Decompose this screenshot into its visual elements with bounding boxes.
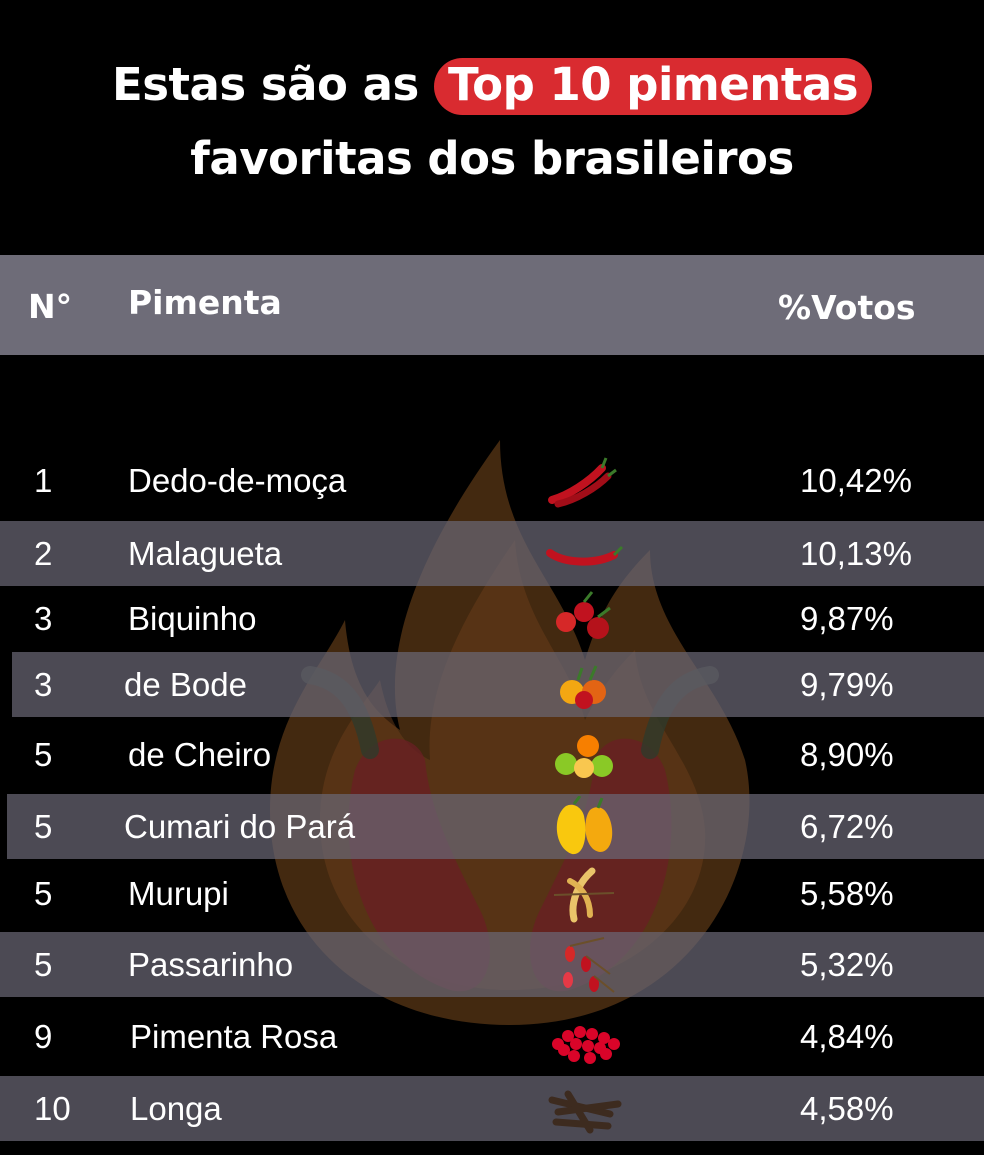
rank-cell: 5: [34, 946, 53, 983]
table-row: 3 de Bode 9,79%: [12, 652, 984, 717]
murupi-pepper-icon: [553, 867, 615, 923]
table-row: 10 Longa 4,58%: [0, 1076, 984, 1141]
pepper-name-cell: de Cheiro: [128, 736, 272, 773]
title-line-2: favoritas dos brasileiros: [190, 132, 794, 185]
rank-cell: 2: [34, 535, 53, 572]
column-header-rank: N°: [28, 287, 73, 326]
votes-cell: 6,72%: [800, 808, 894, 845]
rank-cell: 9: [34, 1018, 53, 1055]
rank-cell: 3: [34, 600, 53, 637]
votes-cell: 9,79%: [800, 666, 894, 703]
pepper-name-cell: Longa: [130, 1090, 222, 1127]
pepper-name-cell: Biquinho: [128, 600, 257, 637]
page-title: Estas são as Top 10 pimentas favoritas d…: [0, 48, 984, 196]
table-row: 5 Passarinho 5,32%: [0, 932, 984, 997]
table-header: N° Pimenta %Votos: [0, 255, 984, 355]
pink-peppercorns-icon: [552, 1026, 620, 1064]
table-row: 1 Dedo-de-moça 10,42%: [0, 448, 984, 513]
rank-cell: 10: [34, 1090, 71, 1127]
yellow-pepper-icon: [556, 796, 613, 855]
votes-cell: 4,84%: [800, 1018, 894, 1055]
table-row: 5 de Cheiro 8,90%: [0, 722, 984, 787]
votes-cell: 8,90%: [800, 736, 894, 773]
rank-cell: 5: [34, 736, 53, 773]
red-chili-pepper-icon: [548, 457, 617, 508]
long-red-pepper-icon: [546, 545, 624, 566]
table-row: 5 Cumari do Pará 6,72%: [7, 794, 984, 859]
votes-cell: 10,13%: [800, 535, 912, 572]
rank-cell: 3: [34, 666, 53, 703]
pepper-name-cell: Dedo-de-moça: [128, 462, 347, 499]
biquinho-pepper-icon: [556, 591, 611, 639]
bode-pepper-icon: [560, 665, 606, 709]
rank-cell: 5: [34, 808, 53, 845]
column-header-votes: %Votos: [778, 288, 916, 327]
pepper-name-cell: de Bode: [124, 666, 247, 703]
table-row: 9 Pimenta Rosa 4,84%: [0, 1004, 984, 1069]
rank-cell: 5: [34, 875, 53, 912]
votes-cell: 5,32%: [800, 946, 894, 983]
table-row: 3 Biquinho 9,87%: [0, 586, 984, 651]
column-header-name: Pimenta: [128, 283, 282, 322]
votes-cell: 4,58%: [800, 1090, 894, 1127]
pepper-name-cell: Murupi: [128, 875, 229, 912]
title-prefix: Estas são as: [112, 58, 419, 111]
votes-cell: 10,42%: [800, 462, 912, 499]
votes-cell: 9,87%: [800, 600, 894, 637]
pepper-name-cell: Malagueta: [128, 535, 283, 572]
pepper-name-cell: Passarinho: [128, 946, 294, 983]
table-row: 5 Murupi 5,58%: [0, 861, 984, 926]
pepper-name-cell: Pimenta Rosa: [130, 1018, 338, 1055]
title-highlight: Top 10 pimentas: [433, 58, 872, 115]
flame-pepper-background-icon: [270, 440, 750, 1025]
rank-cell: 1: [34, 462, 53, 499]
votes-cell: 5,58%: [800, 875, 894, 912]
small-red-peppers-icon: [563, 937, 615, 993]
long-pepper-icon: [548, 1090, 622, 1134]
pepper-name-cell: Cumari do Pará: [124, 808, 356, 845]
cheiro-pepper-icon: [555, 735, 613, 778]
title-line-1: Estas são as Top 10 pimentas: [0, 48, 984, 122]
table-row: 2 Malagueta 10,13%: [0, 521, 984, 586]
